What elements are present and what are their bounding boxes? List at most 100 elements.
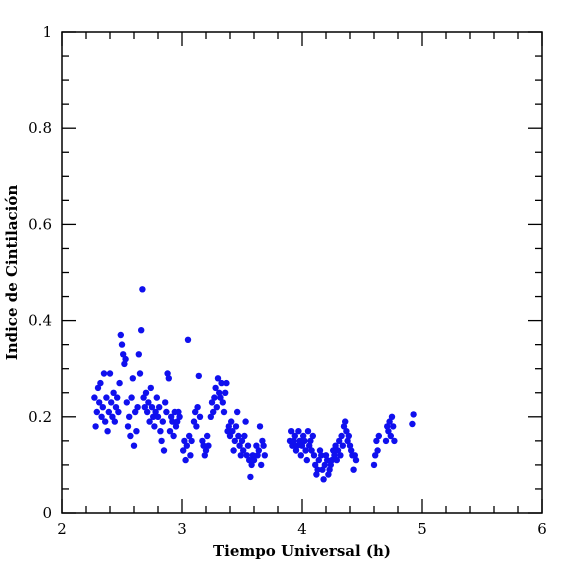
data-point xyxy=(175,408,182,416)
x-tick-label: 2 xyxy=(57,520,67,538)
x-tick-label: 5 xyxy=(417,520,427,538)
data-point xyxy=(174,418,181,425)
y-tick-label: 0.6 xyxy=(28,215,52,233)
data-point xyxy=(201,452,208,459)
data-point xyxy=(108,399,115,406)
data-point xyxy=(372,452,379,459)
data-point xyxy=(319,466,326,473)
data-point xyxy=(258,461,265,469)
data-point xyxy=(253,442,260,449)
data-point xyxy=(226,432,234,440)
data-point xyxy=(324,456,331,464)
data-point xyxy=(181,437,188,445)
data-point xyxy=(375,432,382,440)
data-point xyxy=(165,375,172,382)
data-point xyxy=(138,327,145,334)
data-point xyxy=(228,418,235,425)
data-point xyxy=(123,399,130,406)
data-point xyxy=(205,442,212,449)
data-point xyxy=(152,408,159,416)
data-point xyxy=(337,452,344,459)
y-axis-label: Indice de Cintilación xyxy=(3,185,21,361)
data-point xyxy=(246,456,253,464)
data-point xyxy=(187,452,194,459)
data-point xyxy=(307,437,314,445)
data-point xyxy=(94,384,102,392)
data-point xyxy=(144,408,151,416)
data-point xyxy=(150,413,157,420)
data-point xyxy=(391,437,398,445)
data-point xyxy=(390,423,397,430)
data-point xyxy=(219,399,226,406)
data-point xyxy=(225,423,232,430)
data-point xyxy=(306,442,313,449)
data-point xyxy=(132,408,139,416)
data-point xyxy=(254,452,261,459)
data-point xyxy=(308,447,315,454)
data-point xyxy=(342,418,349,425)
data-point xyxy=(156,404,163,411)
data-point xyxy=(312,461,319,469)
data-point xyxy=(234,408,241,416)
data-point xyxy=(148,404,156,411)
data-point xyxy=(248,461,255,469)
data-point xyxy=(300,432,307,440)
data-point xyxy=(106,370,114,377)
data-point xyxy=(103,394,110,401)
data-point xyxy=(352,456,360,464)
data-point xyxy=(350,466,357,473)
data-point xyxy=(92,423,99,430)
data-point xyxy=(222,389,229,396)
data-point xyxy=(370,461,378,469)
data-point xyxy=(98,413,105,420)
data-point xyxy=(242,418,249,425)
data-point xyxy=(325,471,332,478)
data-point xyxy=(151,423,158,430)
data-point xyxy=(288,428,295,435)
data-point xyxy=(333,456,340,464)
data-point xyxy=(118,341,126,348)
data-point xyxy=(217,394,224,401)
x-tick-label: 4 xyxy=(297,520,307,538)
data-point xyxy=(304,428,312,435)
data-point xyxy=(255,447,262,454)
y-tick-label: 0.4 xyxy=(28,312,52,330)
data-point xyxy=(96,399,103,406)
data-point xyxy=(117,331,125,339)
data-point xyxy=(128,394,135,401)
data-point xyxy=(374,447,381,454)
data-point xyxy=(388,413,396,420)
data-point xyxy=(250,456,258,464)
data-point xyxy=(224,428,231,435)
data-point xyxy=(97,379,104,387)
data-point xyxy=(241,432,248,440)
data-point xyxy=(303,456,310,464)
data-point xyxy=(153,394,160,401)
data-point xyxy=(316,447,324,454)
data-point xyxy=(315,456,322,464)
data-point xyxy=(340,423,348,430)
data-point xyxy=(190,418,198,425)
data-point xyxy=(204,432,211,440)
data-point xyxy=(301,437,308,445)
data-point xyxy=(139,286,146,293)
data-point xyxy=(211,394,218,401)
data-point xyxy=(110,389,117,396)
data-point xyxy=(129,375,136,382)
data-point xyxy=(188,437,195,445)
data-point xyxy=(220,408,228,416)
data-point xyxy=(168,413,175,420)
data-point xyxy=(292,447,300,454)
data-point xyxy=(158,437,165,445)
data-point xyxy=(289,442,296,449)
data-point xyxy=(135,351,142,358)
data-point xyxy=(386,418,393,425)
data-point xyxy=(126,413,133,420)
data-point xyxy=(321,461,328,469)
data-point xyxy=(345,432,352,440)
data-point xyxy=(186,432,193,440)
data-point xyxy=(346,442,354,449)
x-tick-label: 6 xyxy=(537,520,547,538)
data-point xyxy=(298,442,306,449)
data-point xyxy=(194,404,201,411)
